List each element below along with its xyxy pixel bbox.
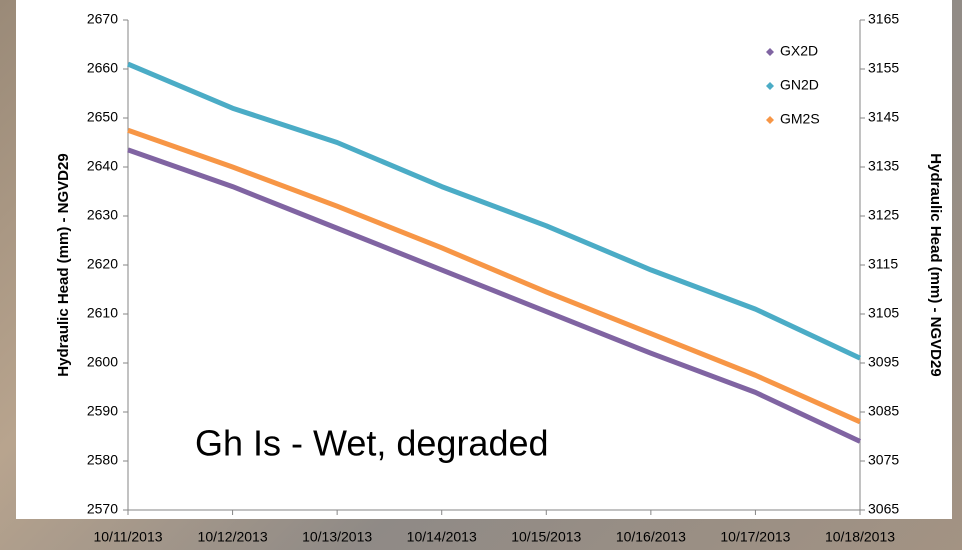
x-tick-label: 10/14/2013 xyxy=(407,529,477,545)
y2-tick-label: 3125 xyxy=(868,207,899,223)
x-tick-label: 10/18/2013 xyxy=(825,529,895,545)
y2-tick-label: 3135 xyxy=(868,158,899,174)
y2-tick-label: 3085 xyxy=(868,403,899,419)
series-line xyxy=(127,147,862,444)
y2-tick-label: 3095 xyxy=(868,354,899,370)
annotation: Gh Is - Wet, degraded xyxy=(195,423,549,464)
x-tick-label: 10/12/2013 xyxy=(198,529,268,545)
y2-tick-label: 3165 xyxy=(868,11,899,27)
y-tick-label: 2590 xyxy=(87,403,118,419)
y-tick-label: 2660 xyxy=(87,60,118,76)
y-tick-label: 2570 xyxy=(87,501,118,517)
y2-tick-label: 3065 xyxy=(868,501,899,517)
y-tick-label: 2620 xyxy=(87,256,118,272)
y-tick-label: 2670 xyxy=(87,11,118,27)
legend-label: GN2D xyxy=(780,77,819,93)
y2-tick-label: 3145 xyxy=(868,109,899,125)
y2-tick-label: 3075 xyxy=(868,452,899,468)
legend-label: GM2S xyxy=(780,111,820,127)
x-tick-label: 10/16/2013 xyxy=(616,529,686,545)
y2-axis-label: Hydraulic Head (mm) - NGVD29 xyxy=(927,153,944,376)
y-tick-label: 2610 xyxy=(87,305,118,321)
y-tick-label: 2640 xyxy=(87,158,118,174)
series-line xyxy=(127,61,862,361)
legend-marker xyxy=(766,82,774,90)
y-axis-label: Hydraulic Head (mm) - NGVD29 xyxy=(55,153,72,376)
chart-panel xyxy=(16,0,952,519)
legend-marker xyxy=(766,116,774,124)
x-tick-label: 10/13/2013 xyxy=(302,529,372,545)
x-tick-label: 10/17/2013 xyxy=(720,529,790,545)
legend-label: GX2D xyxy=(780,43,818,59)
y-tick-label: 2630 xyxy=(87,207,118,223)
series-line xyxy=(127,127,862,425)
y2-tick-label: 3155 xyxy=(868,60,899,76)
legend-marker xyxy=(766,48,774,56)
y-tick-label: 2600 xyxy=(87,354,118,370)
y-tick-label: 2650 xyxy=(87,109,118,125)
y2-tick-label: 3115 xyxy=(868,256,898,272)
x-tick-label: 10/15/2013 xyxy=(511,529,581,545)
y2-tick-label: 3105 xyxy=(868,305,899,321)
y-tick-label: 2580 xyxy=(87,452,118,468)
x-tick-label: 10/11/2013 xyxy=(93,529,162,545)
